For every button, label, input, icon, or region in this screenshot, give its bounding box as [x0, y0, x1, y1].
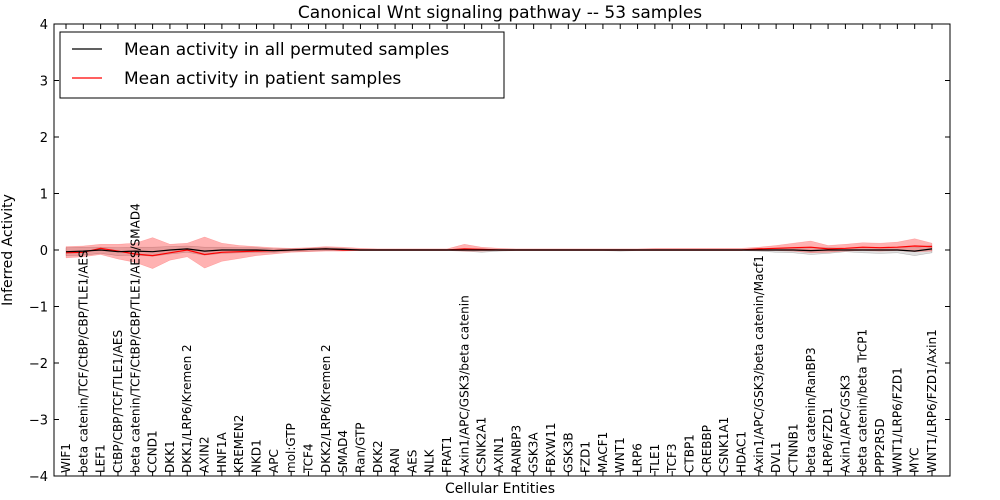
- x-tick-label: CTNNB1: [786, 423, 800, 473]
- x-tick-label: AES: [405, 450, 419, 473]
- x-axis-title: Cellular Entities: [445, 481, 555, 497]
- x-tick-label: CCND1: [146, 430, 160, 473]
- x-tick-label: Axin1/APC/GSK3: [838, 375, 852, 473]
- y-axis-title: Inferred Activity: [0, 194, 16, 306]
- x-tick-label: Axin1/APC/GSK3/beta catenin/Macf1: [752, 255, 766, 473]
- x-tick-label: RAN: [388, 448, 402, 473]
- x-tick-label: FRAT1: [440, 436, 454, 473]
- x-tick-label: GSK3A: [527, 432, 541, 473]
- x-tick-label: FBXW11: [544, 423, 558, 474]
- x-axis-ticks: [65, 24, 933, 476]
- x-tick-label: NLK: [423, 448, 437, 473]
- x-axis-labels: WIF1 beta catenin/TCF/CtBP/CBP/TLE1/AES LE…: [59, 203, 939, 474]
- legend-label-patient: Mean activity in patient samples: [124, 69, 401, 89]
- y-tick-label: −3: [29, 414, 48, 429]
- y-tick-label: 4: [40, 18, 48, 33]
- y-tick-label: 0: [40, 244, 48, 259]
- y-tick-label: 3: [40, 75, 48, 90]
- y-axis: 4 3 2 1 0 −1 −2 −3 −4: [29, 18, 950, 485]
- series-lines: [65, 245, 933, 257]
- legend: Mean activity in all permuted samples Me…: [59, 31, 505, 99]
- x-tick-label: TCF3: [665, 443, 679, 474]
- x-tick-label: LEF1: [94, 444, 108, 473]
- x-tick-label: AXIN1: [492, 436, 506, 473]
- y-tick-label: 2: [40, 131, 48, 146]
- x-tick-label: MYC: [908, 448, 922, 473]
- x-tick-label: DKK1: [163, 440, 177, 473]
- x-tick-label: DKK1/LRP6/Kremen 2: [180, 344, 194, 473]
- x-tick-label: DKK2/LRP6/Kremen 2: [319, 344, 333, 473]
- x-tick-label: CREBBP: [700, 425, 714, 473]
- y-tick-label: 1: [40, 188, 48, 203]
- x-tick-label: CTBP1: [683, 434, 697, 473]
- legend-label-permuted: Mean activity in all permuted samples: [124, 40, 449, 60]
- x-tick-label: mol:GTP: [284, 423, 298, 473]
- x-tick-label: LRP6/FZD1: [821, 407, 835, 473]
- x-tick-label: CSNK1A1: [717, 417, 731, 473]
- x-tick-label: CtBP/CBP/TCF/TLE1/AES: [111, 330, 125, 473]
- x-tick-label: GSK3B: [561, 432, 575, 473]
- legend-box: [59, 31, 505, 99]
- y-tick-label: −4: [29, 470, 48, 485]
- x-tick-label: APC: [267, 449, 281, 473]
- x-tick-label: DKK2: [371, 440, 385, 473]
- y-tick-label: −1: [29, 301, 48, 316]
- x-tick-label: CSNK2A1: [475, 417, 489, 473]
- x-tick-label: beta catenin/TCF/CtBP/CBP/TLE1/AES: [76, 250, 90, 473]
- x-tick-label: DVL1: [769, 441, 783, 473]
- x-tick-label: SMAD4: [336, 430, 350, 473]
- x-tick-label: MACF1: [596, 432, 610, 473]
- x-tick-label: TLE1: [648, 444, 662, 474]
- line-series-0: [65, 248, 933, 253]
- x-tick-label: beta catenin/RanBP3: [804, 347, 818, 473]
- x-tick-label: FZD1: [579, 441, 593, 473]
- x-tick-label: LRP6: [631, 443, 645, 473]
- x-tick-label: WIF1: [59, 443, 73, 473]
- x-tick-label: Axin1/APC/GSK3/beta catenin: [457, 295, 471, 473]
- x-tick-label: AXIN2: [198, 436, 212, 473]
- band-series-1: [65, 236, 933, 269]
- chart-title: Canonical Wnt signaling pathway -- 53 sa…: [298, 3, 702, 23]
- x-tick-label: WNT1/LRP6/FZD1: [890, 367, 904, 473]
- x-tick-label: HNF1A: [215, 431, 229, 473]
- x-tick-label: KREMEN2: [232, 415, 246, 473]
- x-tick-label: RANBP3: [509, 425, 523, 473]
- x-tick-label: PPP2R5D: [873, 418, 887, 473]
- y-tick-label: −2: [29, 357, 48, 372]
- x-tick-label: TCF4: [302, 443, 316, 474]
- x-tick-label: HDAC1: [735, 431, 749, 473]
- x-tick-label: WNT1/LRP6/FZD1/Axin1: [925, 329, 939, 473]
- x-tick-label: beta catenin/beta TrCP1: [856, 329, 870, 473]
- x-tick-label: WNT1: [613, 437, 627, 473]
- x-tick-label: Ran/GTP: [353, 422, 367, 473]
- x-tick-label: beta catenin/TCF/CtBP/CBP/TLE1/AES/SMAD4: [128, 203, 142, 473]
- x-tick-label: NKD1: [250, 439, 264, 473]
